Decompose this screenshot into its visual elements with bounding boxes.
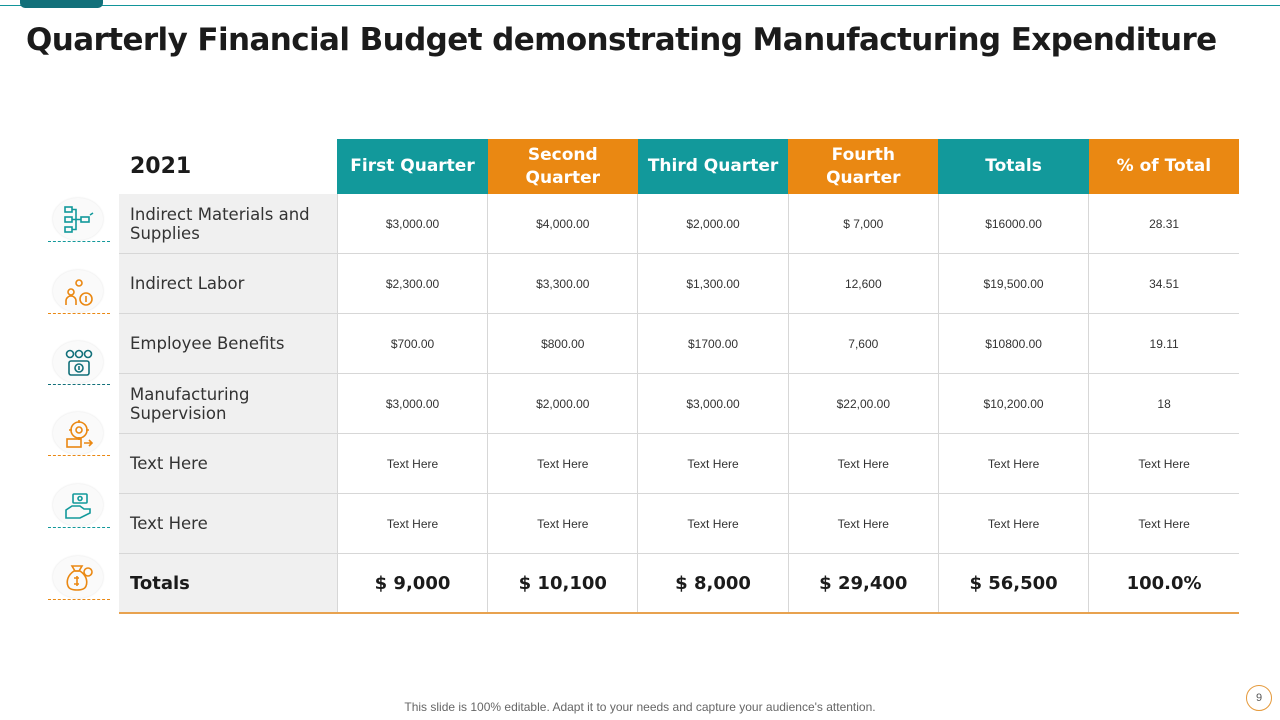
workers-money-icon — [48, 270, 110, 314]
table-cell: Text Here — [938, 493, 1090, 554]
table-cell: $16000.00 — [938, 194, 1090, 254]
table-cell: $1700.00 — [637, 313, 789, 374]
table-cell: $3,000.00 — [637, 373, 789, 434]
footer-note: This slide is 100% editable. Adapt it to… — [404, 700, 876, 714]
table-cell: 7,600 — [788, 313, 939, 374]
table-cell: $10800.00 — [938, 313, 1090, 374]
table-row: Text Here Text Here Text Here Text Here … — [119, 433, 1239, 494]
table-cell: Text Here — [487, 493, 639, 554]
table-cell: $700.00 — [337, 313, 489, 374]
table-cell: Text Here — [337, 433, 489, 494]
table-row: Employee Benefits $700.00 $800.00 $1700.… — [119, 313, 1239, 374]
team-benefits-icon — [48, 341, 110, 385]
row-label: Manufacturing Supervision — [119, 373, 338, 434]
table-cell: Text Here — [1088, 493, 1239, 554]
total-cell: $ 29,400 — [788, 553, 939, 614]
header-second-quarter: Second Quarter — [487, 139, 638, 194]
budget-table-container: 2021 First Quarter Second Quarter Third … — [119, 139, 1239, 614]
table-row: Indirect Labor $2,300.00 $3,300.00 $1,30… — [119, 253, 1239, 314]
total-cell: $ 10,100 — [487, 553, 639, 614]
table-cell: 18 — [1088, 373, 1239, 434]
table-cell: Text Here — [637, 493, 789, 554]
table-cell: Text Here — [637, 433, 789, 494]
total-cell: $ 9,000 — [337, 553, 489, 614]
row-label: Text Here — [119, 493, 338, 554]
table-cell: $19,500.00 — [938, 253, 1090, 314]
total-cell: 100.0% — [1088, 553, 1239, 614]
top-accent-line — [0, 5, 1280, 6]
totals-row: Totals $ 9,000 $ 10,100 $ 8,000 $ 29,400… — [119, 553, 1239, 614]
table-row: Text Here Text Here Text Here Text Here … — [119, 493, 1239, 554]
table-cell: $ 7,000 — [788, 194, 939, 254]
table-row: Indirect Materials and Supplies $3,000.0… — [119, 194, 1239, 254]
page-number: 9 — [1246, 685, 1272, 711]
budget-table: 2021 First Quarter Second Quarter Third … — [119, 139, 1239, 614]
totals-label: Totals — [119, 553, 338, 614]
row-label: Indirect Labor — [119, 253, 338, 314]
table-cell: Text Here — [487, 433, 639, 494]
header-totals: Totals — [938, 139, 1089, 194]
top-accent-tab — [20, 0, 103, 8]
row-label: Text Here — [119, 433, 338, 494]
table-cell: $3,000.00 — [337, 194, 489, 254]
page-title: Quarterly Financial Budget demonstrating… — [26, 22, 1217, 58]
table-cell: 34.51 — [1088, 253, 1239, 314]
row-label: Employee Benefits — [119, 313, 338, 374]
table-cell: $2,300.00 — [337, 253, 489, 314]
table-cell: $3,300.00 — [487, 253, 639, 314]
table-cell: $22,00.00 — [788, 373, 939, 434]
table-cell: $1,300.00 — [637, 253, 789, 314]
table-cell: 12,600 — [788, 253, 939, 314]
table-cell: $10,200.00 — [938, 373, 1090, 434]
header-first-quarter: First Quarter — [337, 139, 488, 194]
gear-supervision-icon — [48, 412, 110, 456]
total-cell: $ 56,500 — [938, 553, 1090, 614]
flowchart-icon — [48, 198, 110, 242]
header-percent-of-total: % of Total — [1088, 139, 1239, 194]
table-cell: $3,000.00 — [337, 373, 489, 434]
table-header-row: 2021 First Quarter Second Quarter Third … — [119, 139, 1239, 194]
table-cell: 19.11 — [1088, 313, 1239, 374]
table-cell: Text Here — [788, 433, 939, 494]
header-third-quarter: Third Quarter — [637, 139, 789, 194]
table-cell: $2,000.00 — [637, 194, 789, 254]
table-cell: Text Here — [938, 433, 1090, 494]
row-label: Indirect Materials and Supplies — [119, 194, 338, 254]
table-row: Manufacturing Supervision $3,000.00 $2,0… — [119, 373, 1239, 434]
table-cell: $4,000.00 — [487, 194, 639, 254]
money-bag-icon — [48, 556, 110, 600]
table-cell: Text Here — [337, 493, 489, 554]
table-cell: $800.00 — [487, 313, 639, 374]
year-header: 2021 — [119, 139, 338, 194]
table-cell: 28.31 — [1088, 194, 1239, 254]
total-cell: $ 8,000 — [637, 553, 789, 614]
table-cell: Text Here — [788, 493, 939, 554]
hand-money-icon — [48, 484, 110, 528]
table-cell: Text Here — [1088, 433, 1239, 494]
header-fourth-quarter: Fourth Quarter — [788, 139, 939, 194]
table-cell: $2,000.00 — [487, 373, 639, 434]
